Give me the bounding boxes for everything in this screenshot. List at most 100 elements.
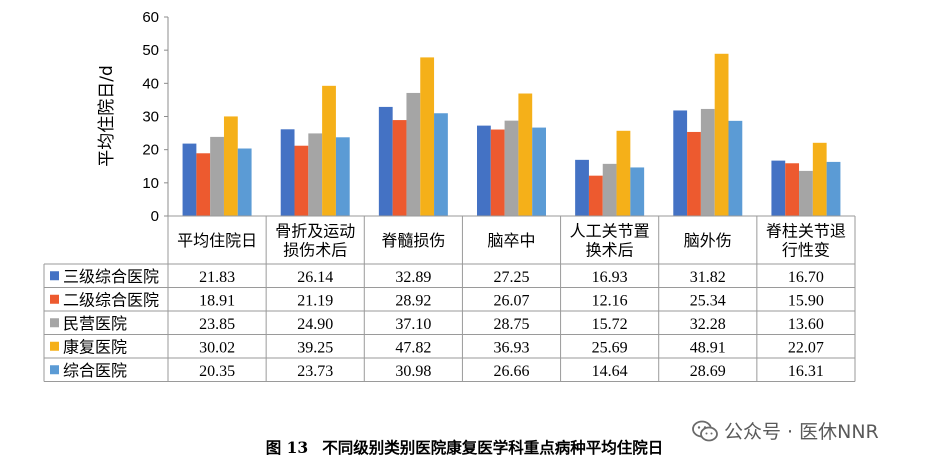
data-label-4-3: 47.82 [395, 339, 431, 356]
data-label-5-3: 30.98 [395, 363, 431, 380]
data-label-5-5: 14.64 [592, 363, 628, 380]
figure-caption: 图 13 不同级别类别医院康复医学科重点病种平均住院日 [0, 436, 929, 458]
data-label-2-5: 12.16 [592, 292, 628, 309]
data-label-4-4: 36.93 [494, 339, 530, 356]
bar-4-3 [420, 57, 435, 216]
x-tick-label: 平均住院日 [177, 231, 257, 250]
bar-2-6 [687, 131, 701, 216]
figure-title: 不同级别类别医院康复医学科重点病种平均住院日 [322, 438, 664, 457]
data-label-1-2: 26.14 [297, 269, 333, 286]
bar-1-3 [378, 106, 393, 216]
data-label-1-6: 31.82 [690, 269, 726, 286]
data-label-2-6: 25.34 [690, 292, 726, 309]
data-label-1-1: 21.83 [199, 269, 235, 286]
bar-5-1 [237, 148, 252, 216]
bar-4-7 [812, 142, 827, 216]
y-tick-label: 60 [142, 9, 159, 26]
bar-3-5 [602, 163, 617, 216]
bar-5-2 [335, 137, 350, 216]
y-tick-label: 0 [151, 208, 159, 225]
data-label-1-3: 32.89 [395, 269, 431, 286]
figure-number: 图 13 [265, 438, 309, 457]
data-label-2-2: 21.19 [297, 292, 333, 309]
data-label-3-1: 23.85 [199, 316, 235, 333]
data-label-5-6: 28.69 [690, 363, 726, 380]
bar-4-2 [322, 85, 336, 216]
bar-2-2 [294, 145, 309, 216]
watermark: 公众号 · 医休NNR [692, 417, 879, 444]
bar-5-3 [434, 113, 448, 216]
y-tick-label: 50 [142, 42, 159, 59]
legend-label-2: 二级综合医院 [63, 290, 159, 309]
bar-1-1 [182, 143, 197, 216]
bar-3-1 [210, 136, 224, 216]
x-tick-label: 脑外伤 [684, 231, 732, 250]
data-label-2-1: 18.91 [199, 292, 235, 309]
legend-swatch-3 [50, 318, 59, 328]
legend-label-3: 民营医院 [63, 314, 127, 333]
bar-5-5 [630, 167, 645, 216]
bar-5-4 [532, 127, 546, 216]
bar-4-4 [518, 93, 533, 216]
data-label-5-4: 26.66 [494, 363, 530, 380]
data-label-4-5: 25.69 [592, 339, 628, 356]
x-tick-label: 人工关节置换术后 [570, 222, 650, 260]
x-tick-label: 脑卒中 [487, 231, 535, 250]
bar-5-6 [728, 120, 743, 216]
watermark-text: 公众号 · 医休NNR [724, 421, 879, 443]
bar-2-5 [588, 175, 603, 216]
x-tick-label: 脊柱关节退行性变 [766, 222, 846, 260]
bar-4-1 [223, 116, 238, 216]
data-label-3-5: 15.72 [592, 316, 628, 333]
data-label-4-1: 30.02 [199, 339, 235, 356]
x-tick-label: 骨折及运动损伤术后 [275, 222, 355, 260]
bar-3-3 [406, 92, 421, 216]
y-tick-label: 40 [142, 75, 159, 92]
bar-4-5 [616, 130, 631, 216]
legend-swatch-2 [50, 294, 59, 304]
bar-1-5 [575, 159, 589, 216]
legend-label-1: 三级综合医院 [63, 267, 159, 286]
x-tick-label: 脊髓损伤 [381, 231, 445, 250]
wechat-icon [692, 420, 718, 441]
bar-1-7 [771, 160, 786, 216]
y-tick-label: 30 [142, 109, 159, 126]
legend-swatch-1 [50, 271, 59, 281]
bar-2-3 [392, 120, 407, 216]
bar-3-4 [504, 120, 519, 216]
data-label-3-2: 24.90 [297, 316, 333, 333]
data-label-3-6: 32.28 [690, 316, 726, 333]
bar-2-7 [785, 163, 800, 216]
data-label-5-7: 16.31 [788, 363, 824, 380]
data-label-1-4: 27.25 [494, 269, 530, 286]
data-label-3-4: 28.75 [494, 316, 530, 333]
bar-3-6 [700, 108, 715, 216]
bar-1-6 [673, 110, 688, 216]
legend-label-4: 康复医院 [63, 337, 127, 356]
legend-swatch-5 [50, 365, 59, 375]
bar-2-4 [490, 129, 505, 216]
bar-1-4 [477, 125, 491, 216]
y-axis-title: 平均住院日/d [97, 65, 117, 167]
data-label-1-7: 16.70 [788, 269, 824, 286]
bar-1-2 [280, 129, 295, 216]
data-label-3-3: 37.10 [395, 316, 431, 333]
data-label-4-6: 48.91 [690, 339, 726, 356]
data-label-4-2: 39.25 [297, 339, 333, 356]
data-label-1-5: 16.93 [592, 269, 628, 286]
data-label-2-7: 15.90 [788, 292, 824, 309]
data-label-5-2: 23.73 [297, 363, 333, 380]
legend-swatch-4 [50, 341, 59, 351]
data-label-2-4: 26.07 [494, 292, 530, 309]
bar-3-7 [799, 170, 813, 216]
y-tick-label: 20 [142, 142, 159, 159]
data-label-3-7: 13.60 [788, 316, 824, 333]
data-label-4-7: 22.07 [788, 339, 824, 356]
bar-2-1 [196, 153, 211, 216]
bar-3-2 [308, 133, 323, 216]
bar-5-7 [826, 161, 841, 216]
data-label-5-1: 20.35 [199, 363, 235, 380]
data-label-2-3: 28.92 [395, 292, 431, 309]
bar-4-6 [714, 53, 729, 217]
